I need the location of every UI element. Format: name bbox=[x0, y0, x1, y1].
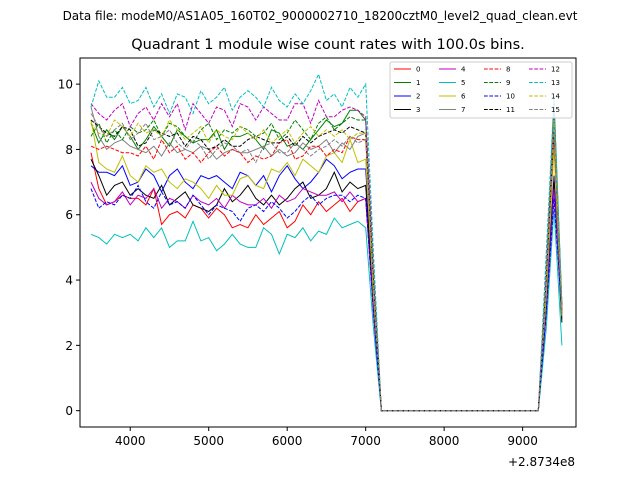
legend-entry-8: 8 bbox=[484, 66, 510, 74]
legend-entry-13: 13 bbox=[529, 79, 560, 87]
legend-entry-11: 11 bbox=[484, 106, 515, 114]
series-line-15 bbox=[90, 113, 563, 412]
legend-label: 14 bbox=[551, 93, 560, 101]
x-tick-label: 9000 bbox=[507, 434, 538, 448]
legend-label: 9 bbox=[506, 79, 510, 87]
legend-entry-14: 14 bbox=[529, 93, 560, 101]
legend-entry-7: 7 bbox=[439, 106, 465, 114]
y-tick-label: 0 bbox=[65, 404, 73, 418]
x-tick-label: 4000 bbox=[115, 434, 146, 448]
series-line-7 bbox=[90, 106, 563, 412]
y-tick-label: 6 bbox=[65, 208, 73, 222]
series-line-0 bbox=[90, 133, 563, 412]
series-line-2 bbox=[90, 158, 563, 412]
series-line-1 bbox=[90, 100, 563, 412]
legend-label: 6 bbox=[461, 93, 466, 101]
legend-label: 5 bbox=[461, 79, 465, 87]
series-line-10 bbox=[90, 184, 563, 412]
y-tick-label: 8 bbox=[65, 143, 73, 157]
plot-frame bbox=[79, 57, 577, 428]
legend-box bbox=[389, 61, 573, 119]
legend-label: 3 bbox=[416, 106, 420, 114]
series-line-9 bbox=[90, 110, 563, 412]
x-tick-label: 7000 bbox=[350, 434, 381, 448]
legend-label: 8 bbox=[506, 66, 510, 74]
x-tick-label: 5000 bbox=[193, 434, 224, 448]
legend-label: 1 bbox=[416, 79, 420, 87]
series-line-13 bbox=[90, 72, 563, 412]
legend-entry-10: 10 bbox=[484, 93, 515, 101]
series-line-3 bbox=[90, 158, 563, 412]
series-line-5 bbox=[90, 208, 563, 412]
x-axis: 4000 5000 6000 7000 8000 9000 bbox=[115, 427, 538, 448]
legend-entry-12: 12 bbox=[529, 66, 560, 74]
legend-label: 12 bbox=[551, 66, 560, 74]
legend-label: 15 bbox=[551, 106, 560, 114]
legend-label: 10 bbox=[506, 93, 515, 101]
legend-entry-6: 6 bbox=[439, 93, 466, 101]
series-line-14 bbox=[90, 119, 563, 412]
legend-label: 0 bbox=[416, 66, 420, 74]
x-offset-label: +2.8734e8 bbox=[508, 455, 575, 469]
y-axis: 0 2 4 6 8 10 bbox=[58, 78, 80, 418]
legend-label: 2 bbox=[416, 93, 420, 101]
series-line-6 bbox=[90, 119, 563, 412]
legend-label: 7 bbox=[461, 106, 465, 114]
series-line-12 bbox=[90, 99, 563, 412]
series-line-11 bbox=[90, 119, 563, 412]
series-layer bbox=[90, 72, 563, 412]
legend-label: 13 bbox=[551, 79, 560, 87]
legend-entry-0: 0 bbox=[394, 66, 420, 74]
legend-label: 11 bbox=[506, 106, 515, 114]
series-line-8 bbox=[90, 129, 563, 412]
legend-entry-15: 15 bbox=[529, 106, 560, 114]
chart-title: Quadrant 1 module wise count rates with … bbox=[131, 37, 525, 53]
x-tick-label: 6000 bbox=[272, 434, 303, 448]
series-line-4 bbox=[90, 181, 563, 412]
y-tick-label: 4 bbox=[65, 274, 73, 288]
legend-entry-4: 4 bbox=[439, 66, 466, 74]
y-tick-label: 10 bbox=[58, 78, 73, 92]
legend-entry-5: 5 bbox=[439, 79, 465, 87]
legend-entry-9: 9 bbox=[484, 79, 510, 87]
legend-entry-3: 3 bbox=[394, 106, 420, 114]
y-tick-label: 2 bbox=[65, 339, 73, 353]
x-tick-label: 8000 bbox=[429, 434, 460, 448]
legend-entry-1: 1 bbox=[394, 79, 420, 87]
legend-label: 4 bbox=[461, 66, 466, 74]
chart-suptitle: Data file: modeM0/AS1A05_160T02_90000027… bbox=[63, 9, 578, 23]
legend-entry-2: 2 bbox=[394, 93, 420, 101]
